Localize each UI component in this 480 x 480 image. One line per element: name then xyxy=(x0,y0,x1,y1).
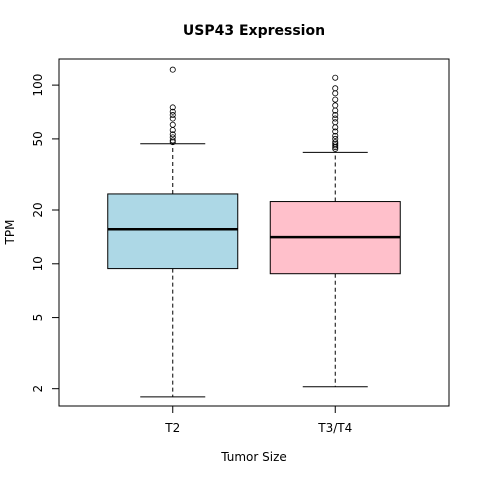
outlier-point xyxy=(332,96,339,103)
y-tick-label: 10 xyxy=(31,256,45,271)
outlier-point xyxy=(169,108,176,115)
outlier-point xyxy=(169,66,176,73)
x-axis-label: Tumor Size xyxy=(220,450,287,464)
y-tick-label: 100 xyxy=(31,74,45,97)
outlier-point xyxy=(332,139,339,146)
outlier-point xyxy=(332,90,339,97)
x-tick-label: T3/T4 xyxy=(317,421,352,435)
y-tick-label: 20 xyxy=(31,202,45,217)
outlier-point xyxy=(332,132,339,139)
y-tick-label: 2 xyxy=(31,385,45,393)
x-axis: T2 T3/T4 xyxy=(164,406,352,435)
iqr-box xyxy=(107,193,239,270)
x-tick-label: T2 xyxy=(164,421,180,435)
outlier-point xyxy=(169,112,176,119)
outlier-point xyxy=(332,85,339,92)
outlier-point xyxy=(332,115,339,122)
chart-title: USP43 Expression xyxy=(183,23,325,39)
boxes xyxy=(107,66,401,398)
outlier-point xyxy=(332,128,339,135)
outlier-point xyxy=(169,134,176,141)
y-axis: 2 5 10 20 50 100 xyxy=(31,74,59,393)
box-t2 xyxy=(107,66,239,398)
outlier-point xyxy=(169,139,176,146)
box-t3-t4 xyxy=(269,74,401,388)
outlier-point xyxy=(332,102,339,109)
outlier-point xyxy=(332,135,339,142)
outlier-point xyxy=(332,142,339,149)
y-tick-label: 5 xyxy=(31,314,45,322)
y-axis-label: TPM xyxy=(3,220,17,246)
plot-frame xyxy=(58,58,450,407)
outlier-point xyxy=(169,115,176,122)
outlier-point xyxy=(169,137,176,144)
outlier-point xyxy=(332,119,339,126)
outlier-point xyxy=(169,131,176,138)
outlier-point xyxy=(332,112,339,119)
outlier-point xyxy=(332,74,339,81)
outlier-point xyxy=(169,121,176,128)
y-tick-label: 50 xyxy=(31,131,45,146)
outlier-point xyxy=(169,104,176,111)
